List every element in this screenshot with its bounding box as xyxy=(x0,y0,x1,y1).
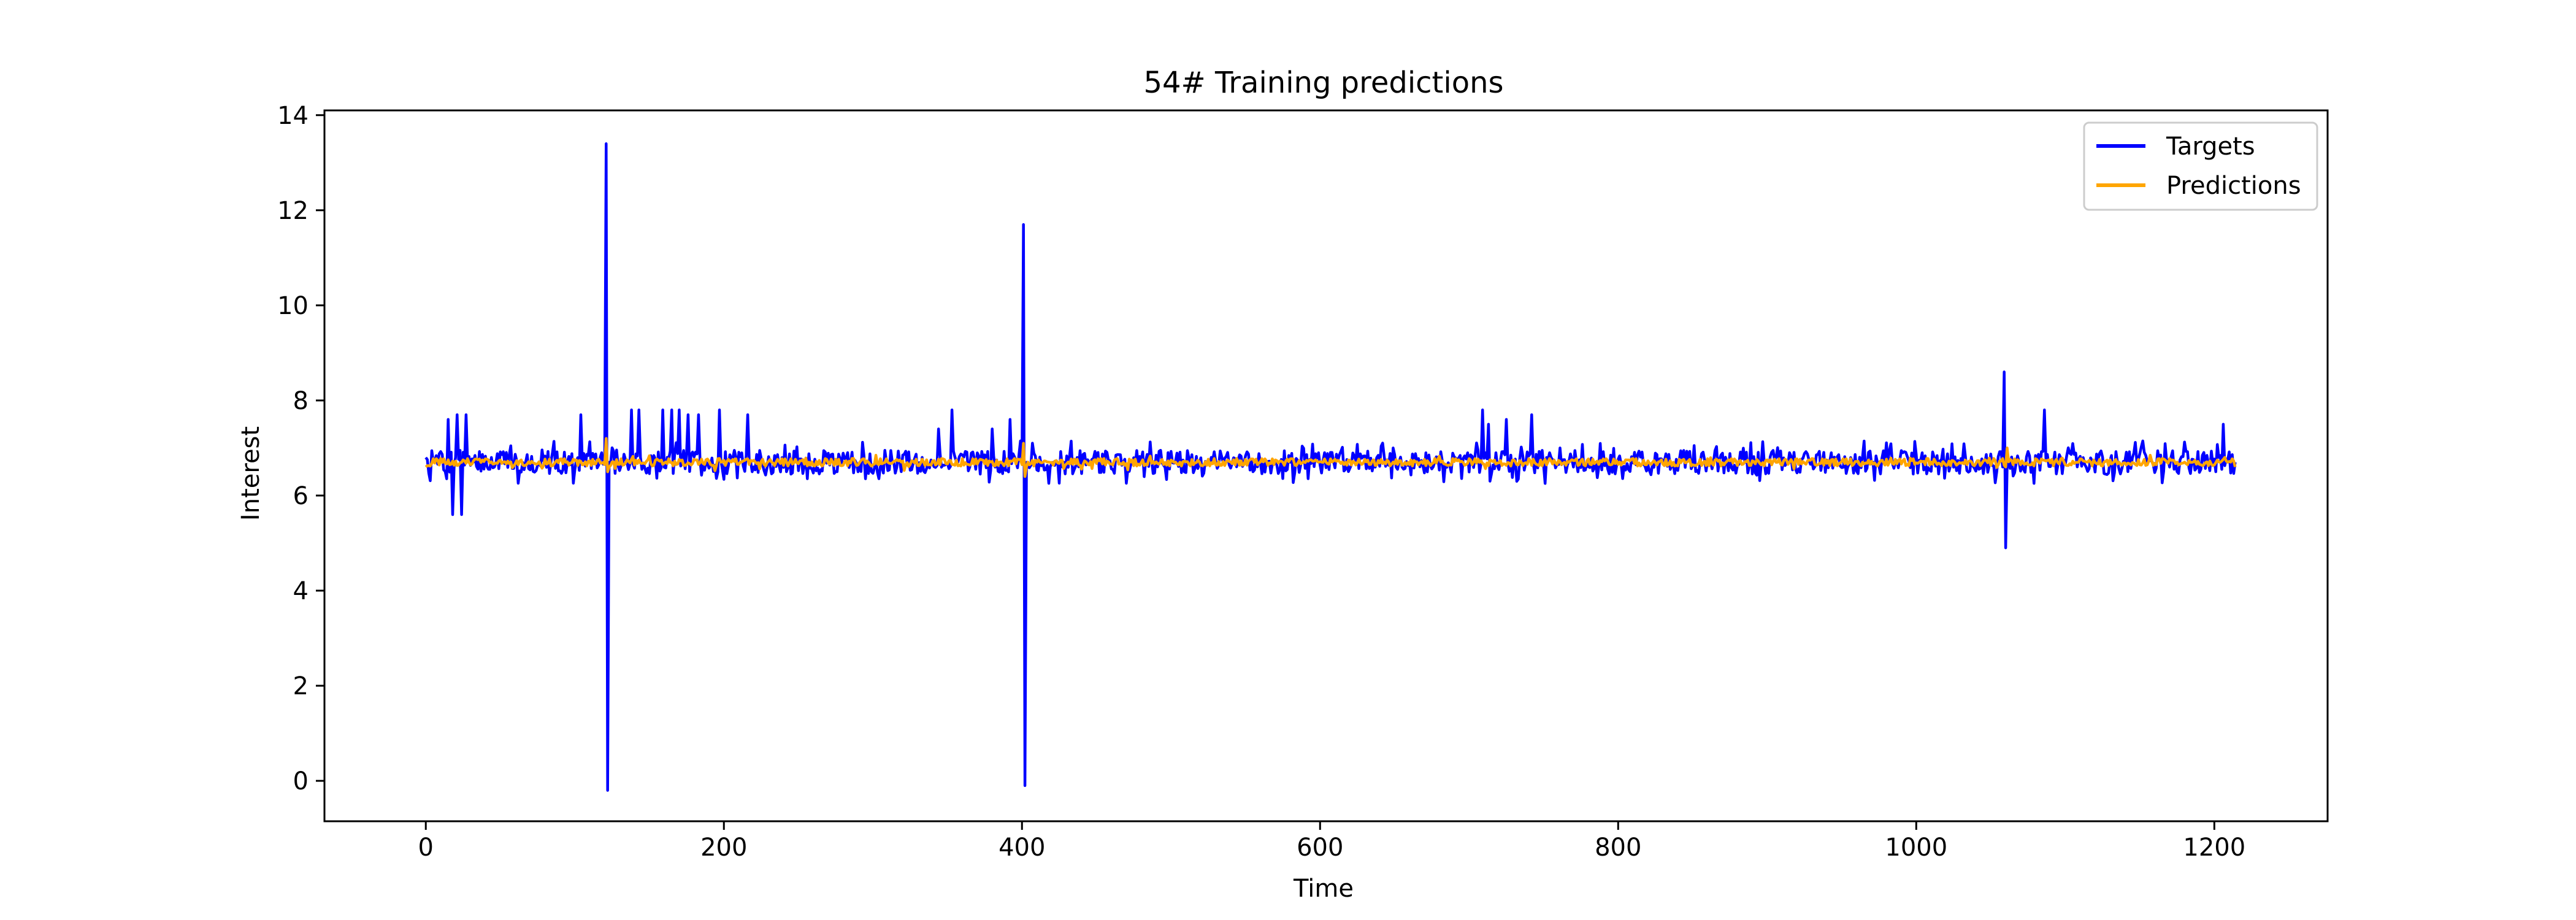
x-tick-label: 1200 xyxy=(2183,834,2245,862)
x-tick-label: 200 xyxy=(700,834,747,862)
axes: 0 200 400 600 800 1000 1200 0 2 4 6 8 10 12 14 xyxy=(277,102,2329,862)
plot-frame xyxy=(323,109,2329,822)
chart-title: 54# Training predictions xyxy=(1143,66,1503,100)
legend-label-targets: Targets xyxy=(2166,132,2255,161)
y-tick-label: 14 xyxy=(277,102,309,130)
plot-series xyxy=(424,142,2237,792)
series-line-predictions xyxy=(424,437,2237,478)
y-tick-label: 0 xyxy=(293,767,309,795)
x-tick-label: 400 xyxy=(999,834,1045,862)
legend-label-predictions: Predictions xyxy=(2166,172,2301,200)
series-line-targets xyxy=(424,142,2237,792)
x-tick-label: 600 xyxy=(1297,834,1343,862)
y-tick-label: 8 xyxy=(293,387,309,415)
legend: Targets Predictions xyxy=(2083,121,2318,211)
y-axis-label: Interest xyxy=(237,426,265,521)
x-tick-label: 0 xyxy=(418,834,434,862)
y-tick-label: 4 xyxy=(293,577,309,605)
x-axis-label: Time xyxy=(1293,875,1354,903)
y-tick-label: 6 xyxy=(293,482,309,510)
x-tick-label: 1000 xyxy=(1885,834,1947,862)
y-tick-label: 2 xyxy=(293,672,309,700)
y-tick-label: 10 xyxy=(277,292,309,320)
x-tick-label: 800 xyxy=(1595,834,1641,862)
y-tick-label: 12 xyxy=(277,197,309,225)
